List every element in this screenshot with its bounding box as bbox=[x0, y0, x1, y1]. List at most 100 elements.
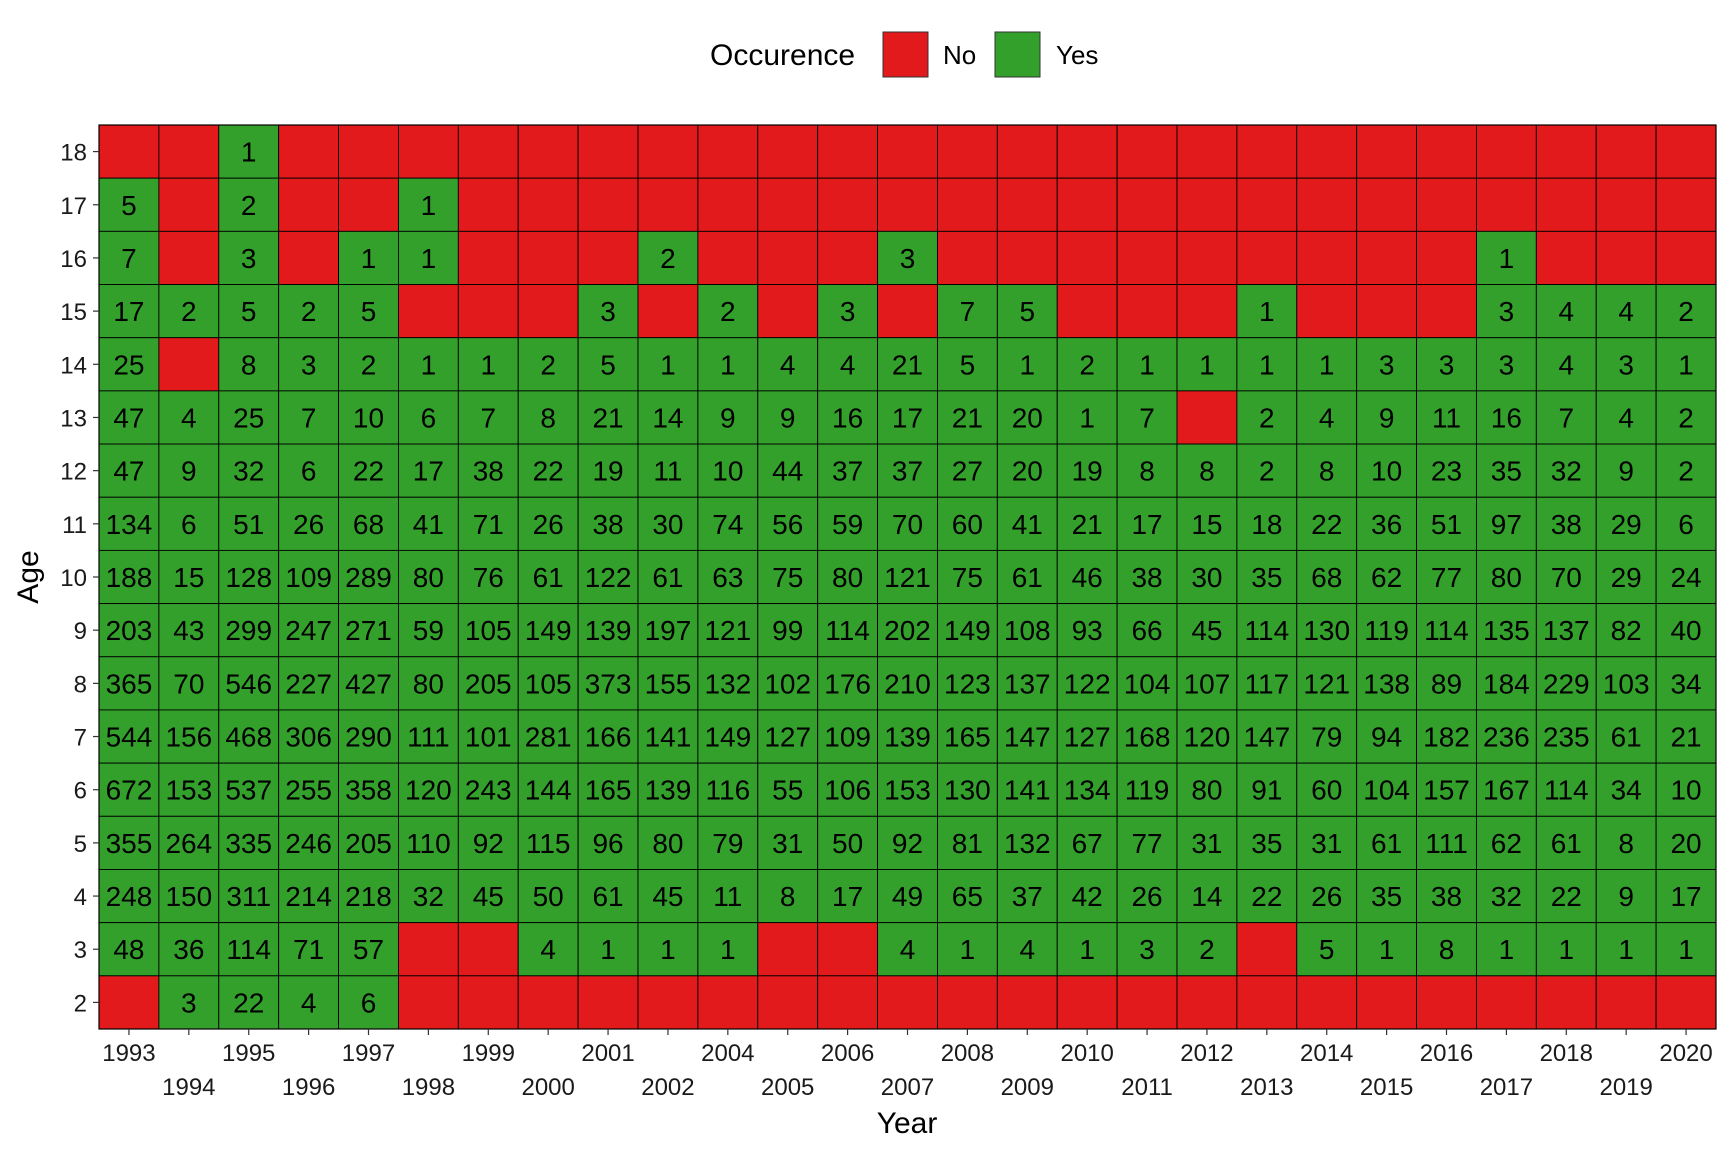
cell-value-label: 9 bbox=[1379, 402, 1395, 433]
heatmap-cell bbox=[577, 656, 639, 711]
heatmap-cell bbox=[1655, 390, 1717, 445]
heatmap-cell bbox=[1595, 709, 1657, 764]
heatmap-cell bbox=[517, 124, 579, 179]
heatmap-cell bbox=[1176, 815, 1238, 870]
x-tick-label: 1995 bbox=[222, 1040, 275, 1067]
cell-value-label: 30 bbox=[652, 509, 683, 540]
cell-value-label: 4 bbox=[1019, 934, 1035, 965]
heatmap-cell bbox=[1176, 230, 1238, 285]
heatmap-cell bbox=[757, 230, 819, 285]
cell-value-label: 45 bbox=[652, 881, 683, 912]
cell-value-label: 139 bbox=[884, 722, 931, 753]
heatmap-cell bbox=[158, 390, 220, 445]
heatmap-cell bbox=[338, 975, 399, 1030]
cell-value-label: 24 bbox=[1670, 562, 1701, 593]
cell-value-label: 6 bbox=[361, 987, 377, 1018]
heatmap-cell bbox=[1655, 815, 1717, 870]
cell-value-label: 67 bbox=[1072, 828, 1103, 859]
heatmap-cell bbox=[1056, 443, 1118, 498]
heatmap-cell bbox=[1116, 869, 1178, 924]
cell-value-label: 1 bbox=[1319, 349, 1335, 380]
heatmap-cell bbox=[1176, 603, 1238, 658]
y-tick-label: 18 bbox=[60, 140, 87, 167]
cell-value-label: 335 bbox=[225, 828, 272, 859]
x-tick-label: 2010 bbox=[1060, 1040, 1113, 1067]
heatmap-cell bbox=[457, 656, 519, 711]
heatmap-cell bbox=[457, 284, 519, 339]
heatmap-cell bbox=[697, 815, 759, 870]
cell-value-label: 109 bbox=[285, 562, 332, 593]
cell-value-label: 56 bbox=[772, 509, 803, 540]
heatmap-cell bbox=[1296, 284, 1358, 339]
cell-value-label: 1 bbox=[1678, 349, 1694, 380]
cell-value-label: 6 bbox=[1678, 509, 1694, 540]
cell-value-label: 35 bbox=[1371, 881, 1402, 912]
heatmap-cell bbox=[1056, 603, 1118, 658]
heatmap-cell bbox=[1655, 975, 1717, 1030]
cell-value-label: 46 bbox=[1072, 562, 1103, 593]
heatmap-cell bbox=[1475, 975, 1537, 1030]
cell-value-label: 99 bbox=[772, 615, 803, 646]
heatmap-cell bbox=[397, 124, 459, 179]
cell-value-label: 35 bbox=[1251, 562, 1282, 593]
heatmap-cell bbox=[817, 230, 879, 285]
heatmap-cell bbox=[338, 656, 399, 711]
cell-value-label: 80 bbox=[832, 562, 863, 593]
heatmap-cell bbox=[996, 549, 1058, 605]
x-tick-label: 2002 bbox=[641, 1074, 694, 1101]
heatmap-cell bbox=[996, 922, 1058, 977]
heatmap-cell bbox=[936, 124, 998, 179]
heatmap-cell bbox=[577, 230, 639, 285]
cell-value-label: 21 bbox=[592, 402, 623, 433]
cell-value-label: 165 bbox=[944, 722, 991, 753]
cell-value-label: 70 bbox=[173, 668, 204, 699]
legend-swatch-yes bbox=[994, 31, 1041, 78]
heatmap-cell bbox=[1356, 603, 1418, 658]
heatmap-cell bbox=[1356, 390, 1418, 445]
cell-value-label: 9 bbox=[720, 402, 736, 433]
y-tick-label: 4 bbox=[74, 884, 87, 911]
heatmap-cell bbox=[936, 230, 998, 285]
cell-value-label: 141 bbox=[1004, 775, 1051, 806]
cell-value-label: 102 bbox=[764, 668, 811, 699]
cell-value-label: 155 bbox=[645, 668, 692, 699]
heatmap-cell bbox=[1236, 230, 1298, 285]
cell-value-label: 7 bbox=[301, 402, 317, 433]
cell-value-label: 4 bbox=[1558, 349, 1574, 380]
cell-value-label: 38 bbox=[1131, 562, 1162, 593]
heatmap-cell bbox=[1056, 284, 1118, 339]
cell-value-label: 10 bbox=[1371, 456, 1402, 487]
heatmap-cell bbox=[936, 390, 998, 445]
cell-value-label: 61 bbox=[1012, 562, 1043, 593]
heatmap-cell bbox=[1416, 656, 1477, 711]
heatmap-cell bbox=[1236, 975, 1298, 1030]
cell-value-label: 130 bbox=[1303, 615, 1350, 646]
heatmap-cell bbox=[1296, 975, 1358, 1030]
heatmap-cell bbox=[457, 709, 519, 764]
heatmap-cell bbox=[517, 230, 579, 285]
cell-value-label: 17 bbox=[413, 456, 444, 487]
heatmap-cell bbox=[697, 337, 759, 392]
cell-value-label: 40 bbox=[1670, 615, 1701, 646]
cell-value-label: 1 bbox=[241, 137, 257, 168]
heatmap-cell bbox=[1236, 869, 1298, 924]
cell-value-label: 17 bbox=[1670, 881, 1701, 912]
heatmap-cell bbox=[397, 284, 459, 339]
heatmap-cell bbox=[1056, 177, 1118, 232]
cell-value-label: 1 bbox=[1379, 934, 1395, 965]
heatmap-cell bbox=[877, 975, 938, 1030]
heatmap-cell bbox=[457, 603, 519, 658]
heatmap-cell bbox=[218, 390, 280, 445]
cell-value-label: 672 bbox=[106, 775, 153, 806]
cell-value-label: 184 bbox=[1483, 668, 1530, 699]
heatmap-cell bbox=[1356, 124, 1418, 179]
heatmap-cell bbox=[1475, 762, 1537, 817]
cell-value-label: 44 bbox=[772, 456, 803, 487]
heatmap-cell bbox=[397, 337, 459, 392]
cell-value-label: 80 bbox=[1491, 562, 1522, 593]
heatmap-cell bbox=[817, 975, 879, 1030]
heatmap-cell bbox=[98, 922, 160, 977]
cell-value-label: 7 bbox=[480, 402, 496, 433]
heatmap-cell bbox=[757, 869, 819, 924]
cell-value-label: 132 bbox=[704, 668, 751, 699]
